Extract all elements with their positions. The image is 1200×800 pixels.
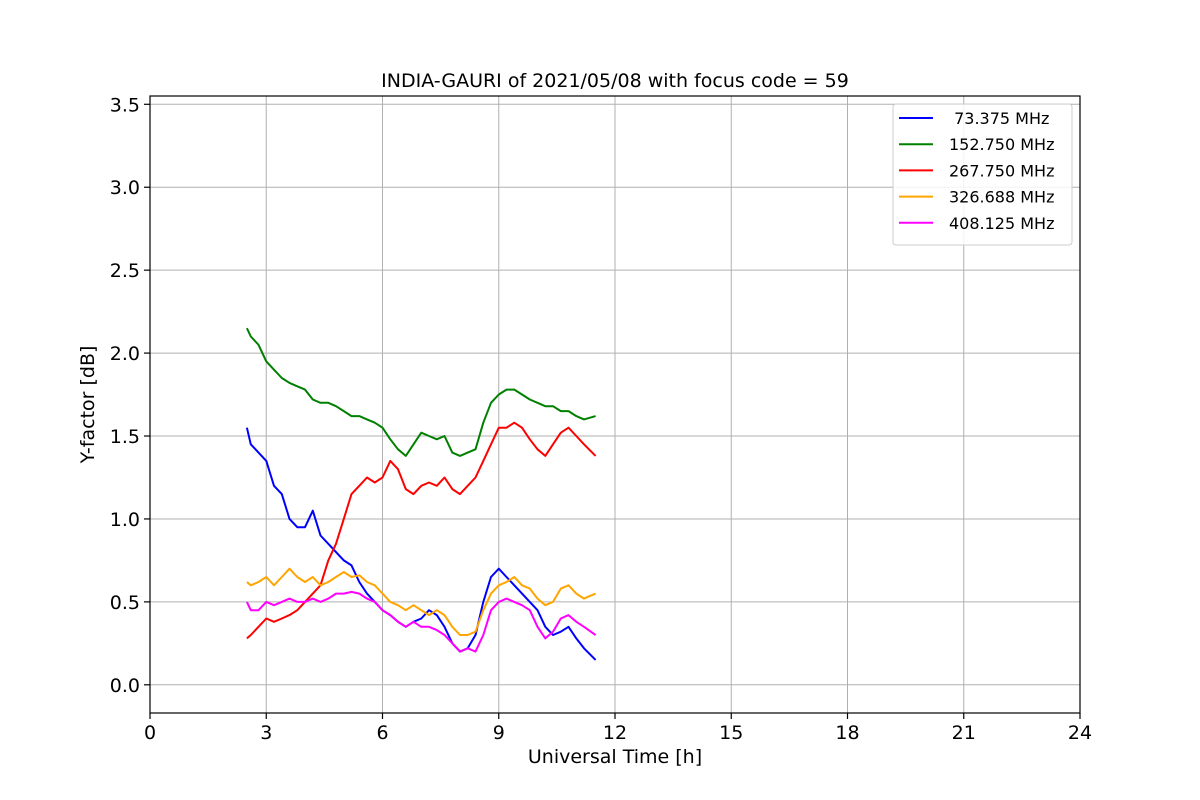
x-tick-label: 21: [952, 722, 976, 744]
y-tick-label: 3.0: [110, 177, 140, 199]
x-tick-label: 18: [835, 722, 859, 744]
legend-frame: [892, 103, 1073, 246]
y-axis-label: Y-factor [dB]: [77, 346, 99, 465]
series-layer: [245, 327, 597, 661]
series-line-2: [245, 327, 596, 457]
legend-label: 408.125 MHz: [949, 214, 1054, 233]
y-tick-label: 0.0: [110, 675, 140, 697]
series-line-1: [245, 427, 597, 661]
chart-title: INDIA-GAURI of 2021/05/08 with focus cod…: [381, 70, 849, 92]
legend-label: 267.750 MHz: [949, 161, 1054, 180]
series-line-5: [245, 590, 597, 653]
y-tick-label: 1.0: [110, 509, 140, 531]
x-tick-label: 15: [719, 722, 743, 744]
x-tick-label: 3: [260, 722, 272, 744]
y-tick-label: 0.5: [110, 592, 140, 614]
series-line-4: [246, 567, 596, 636]
legend: 73.375 MHz 152.750 MHz 267.750 MHz 326.688 …: [892, 103, 1073, 246]
legend-label: 73.375 MHz: [949, 109, 1049, 128]
x-tick-label: 0: [144, 722, 156, 744]
series-line-3: [246, 421, 597, 640]
x-tick-label: 24: [1068, 722, 1092, 744]
axis-ticks: 0 3 6 9 12 15 18 21 24 0.0 0.5 1.0 1.5 2.0 2.5 3.0 3.5: [110, 94, 1092, 744]
x-axis-label: Universal Time [h]: [528, 746, 702, 768]
legend-label: 326.688 MHz: [949, 188, 1054, 207]
y-tick-label: 2.0: [110, 343, 140, 365]
y-tick-label: 3.5: [110, 94, 140, 116]
x-tick-label: 6: [376, 722, 388, 744]
y-tick-label: 2.5: [110, 260, 140, 282]
x-tick-label: 9: [493, 722, 505, 744]
legend-label: 152.750 MHz: [949, 135, 1054, 154]
y-tick-label: 1.5: [110, 426, 140, 448]
x-tick-label: 12: [603, 722, 627, 744]
